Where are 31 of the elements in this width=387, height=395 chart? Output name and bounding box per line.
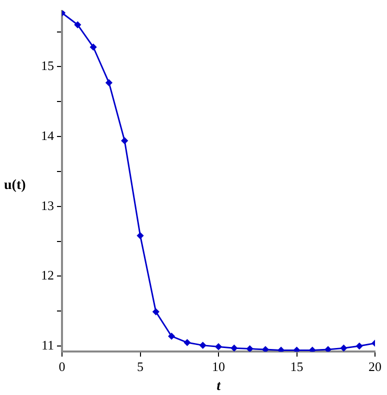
- point: [137, 232, 144, 239]
- point: [74, 22, 81, 28]
- point: [90, 44, 97, 50]
- y-tick-label: 14: [41, 128, 54, 143]
- point: [340, 344, 347, 352]
- point: [230, 344, 238, 352]
- x-tick-label: 0: [58, 358, 66, 374]
- x-axis-title: t: [216, 379, 222, 394]
- point: [215, 343, 222, 350]
- point: [200, 342, 206, 349]
- point: [121, 137, 128, 144]
- point: [152, 308, 160, 316]
- x-tick-label: 5: [137, 358, 144, 374]
- y-tick-label: 12: [41, 268, 54, 283]
- x-tick-label: 10: [212, 358, 225, 374]
- x-tick-label: 15: [290, 358, 304, 374]
- point: [106, 79, 112, 86]
- point: [356, 342, 363, 350]
- point: [168, 332, 175, 340]
- point: [324, 346, 332, 352]
- y-tick-label: 15: [41, 58, 54, 74]
- point: [294, 346, 300, 352]
- x-tick-label: 20: [368, 358, 382, 374]
- point: [246, 346, 254, 352]
- point: [309, 346, 316, 352]
- point: [262, 346, 269, 352]
- y-tick-label: 11: [41, 337, 54, 352]
- point: [184, 339, 190, 346]
- y-axis-title: u(t): [4, 178, 26, 194]
- point: [278, 346, 284, 352]
- y-tick-label: 13: [41, 198, 54, 213]
